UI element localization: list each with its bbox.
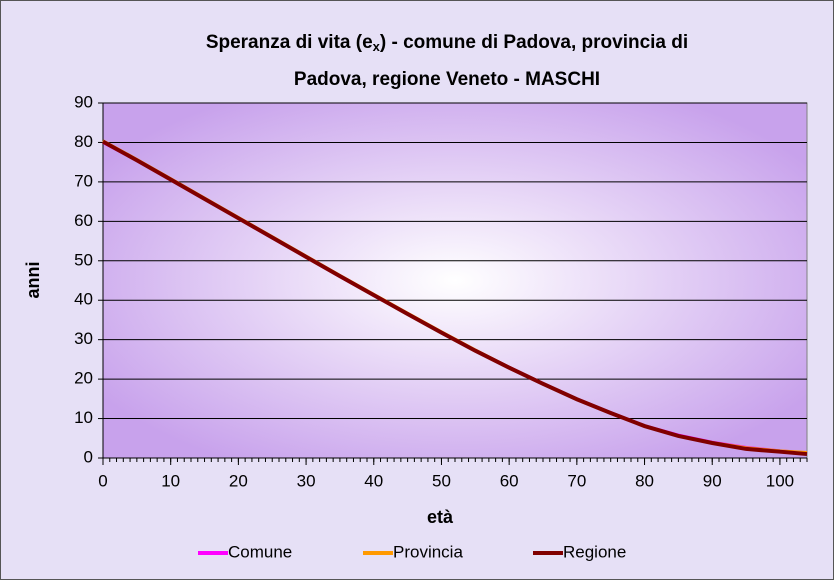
x-tick-label: 20 [229, 471, 248, 490]
chart-title: Speranza di vita (ex) - comune di Padova… [206, 32, 688, 54]
legend-label: Comune [228, 542, 292, 561]
y-tick-label: 50 [74, 250, 93, 269]
x-tick-label: 80 [635, 471, 654, 490]
x-tick-label: 90 [703, 471, 722, 490]
x-tick-label: 100 [766, 471, 794, 490]
y-tick-label: 70 [74, 171, 93, 190]
y-tick-label: 10 [74, 408, 93, 427]
x-tick-label: 30 [297, 471, 316, 490]
y-tick-label: 90 [74, 92, 93, 111]
x-tick-label: 40 [364, 471, 383, 490]
series-line [102, 139, 808, 457]
y-tick-label: 20 [74, 369, 93, 388]
y-tick-label: 80 [74, 132, 93, 151]
legend-label: Regione [563, 542, 626, 561]
x-tick-label: 10 [161, 471, 180, 490]
y-tick-label: 30 [74, 329, 93, 348]
x-axis-label: età [427, 507, 454, 527]
x-tick-label: 60 [500, 471, 519, 490]
x-tick-label: 0 [98, 471, 107, 490]
chart-title: Padova, regione Veneto - MASCHI [294, 69, 600, 90]
y-tick-label: 40 [74, 290, 93, 309]
y-axis-label: anni [23, 261, 43, 298]
y-tick-label: 0 [84, 447, 93, 466]
legend-label: Provincia [393, 542, 463, 561]
x-tick-label: 50 [432, 471, 451, 490]
x-tick-label: 70 [567, 471, 586, 490]
plot-area [102, 102, 808, 459]
y-tick-label: 60 [74, 211, 93, 230]
